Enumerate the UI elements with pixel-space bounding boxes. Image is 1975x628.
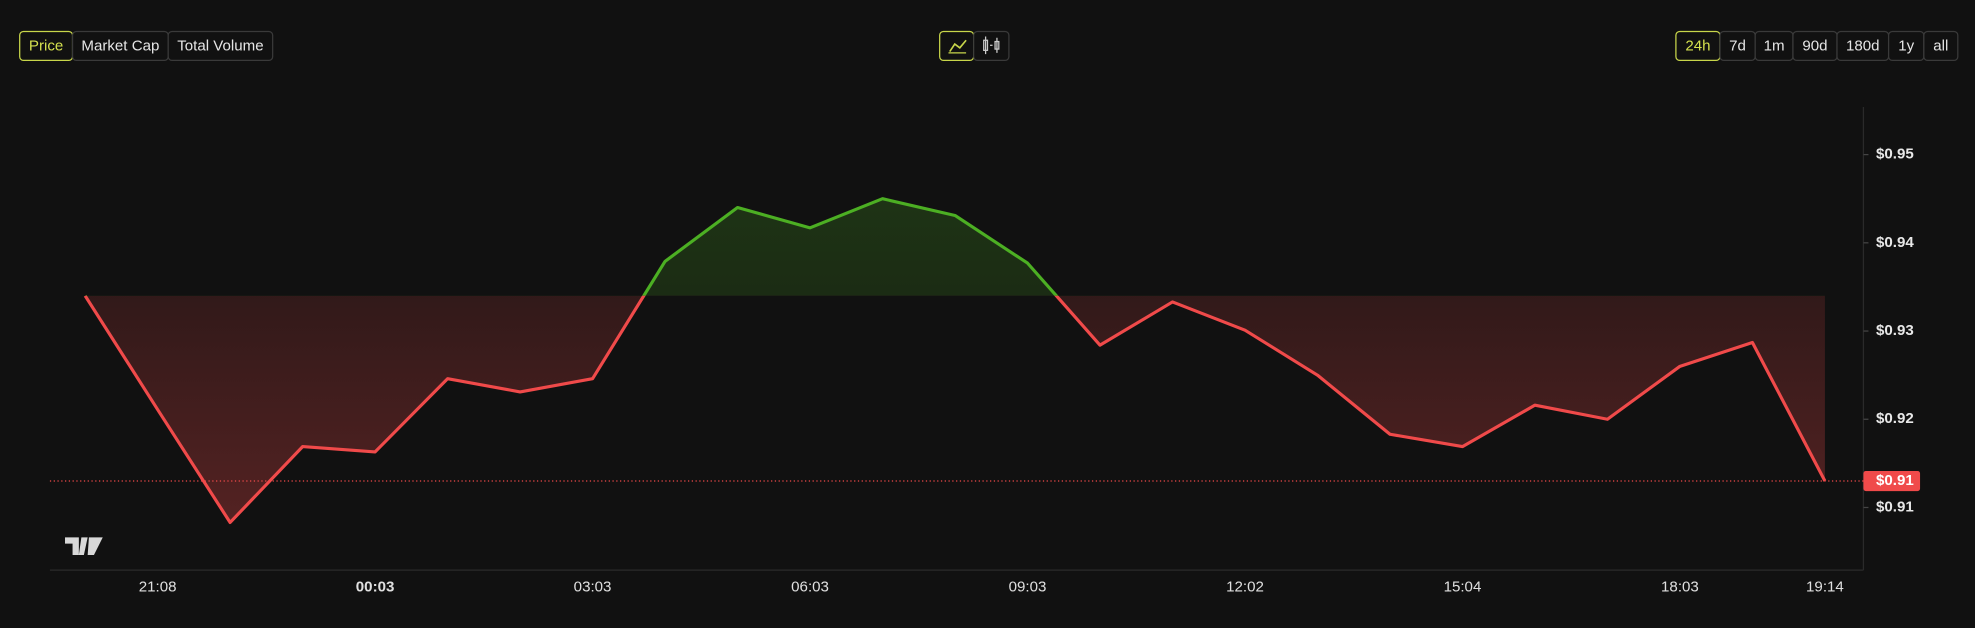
last-price-box (1863, 470, 1921, 492)
range-tab-label[interactable]: 1m (1764, 38, 1785, 55)
range-tab-label[interactable]: 7d (1729, 38, 1746, 55)
chart-type-toggle[interactable] (939, 30, 1010, 62)
candle-icon (983, 36, 1000, 55)
line-icon (949, 39, 967, 53)
metric-tab-label[interactable]: Price (29, 38, 63, 55)
y-tick-label: $0.92 (1876, 410, 1914, 427)
range-tab-label[interactable]: all (1933, 38, 1948, 55)
x-tick-label: 15:04 (1444, 579, 1482, 596)
range-tab-label[interactable]: 24h (1685, 38, 1710, 55)
y-tick-label: $0.94 (1876, 234, 1914, 251)
y-tick-label: $0.91 (1876, 498, 1914, 515)
metric-tab-label[interactable]: Market Cap (81, 38, 159, 55)
x-tick-label: 06:03 (791, 579, 829, 596)
area-up (643, 198, 1057, 296)
x-tick-label: 09:03 (1009, 579, 1047, 596)
y-tick-label: $0.95 (1876, 146, 1914, 163)
x-tick-label: 21:08 (139, 579, 177, 596)
price-line-down (83, 295, 1827, 525)
metric-tab[interactable] (167, 30, 274, 62)
x-tick-label: 03:03 (574, 579, 612, 596)
area-down (85, 295, 1825, 523)
tv-logo (65, 537, 103, 556)
x-tick-label: 19:14 (1806, 579, 1844, 596)
y-tick-label: $0.93 (1876, 322, 1914, 339)
price-line-up (85, 197, 1059, 296)
range-tab[interactable] (1923, 30, 1959, 62)
x-tick-label: 18:03 (1661, 579, 1699, 596)
metric-tab-label[interactable]: Total Volume (177, 38, 263, 55)
range-tab-label[interactable]: 180d (1846, 38, 1880, 55)
last-price-label: $0.91 (1876, 472, 1914, 489)
range-tab-label[interactable]: 90d (1802, 38, 1827, 55)
x-tick-label: 12:02 (1226, 579, 1264, 596)
range-tab-label[interactable]: 1y (1898, 38, 1914, 55)
x-tick-label: 00:03 (356, 579, 395, 596)
